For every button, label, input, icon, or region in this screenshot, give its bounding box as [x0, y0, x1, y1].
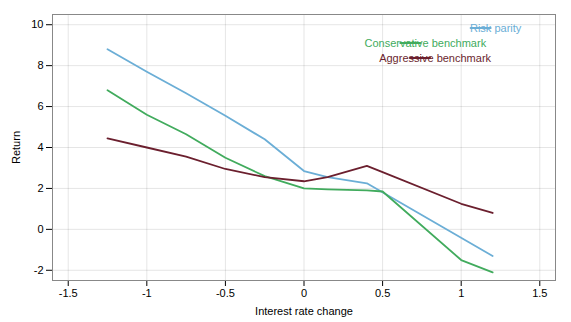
svg-text:1: 1: [458, 287, 464, 299]
svg-text:10: 10: [31, 18, 43, 30]
svg-text:-1.5: -1.5: [59, 287, 78, 299]
svg-text:8: 8: [37, 59, 43, 71]
svg-text:0: 0: [37, 223, 43, 235]
svg-text:0.5: 0.5: [375, 287, 390, 299]
svg-text:Risk parity: Risk parity: [470, 22, 522, 34]
svg-text:2: 2: [37, 182, 43, 194]
svg-text:-2: -2: [34, 264, 44, 276]
svg-text:Return: Return: [10, 131, 22, 164]
svg-text:Aggressive benchmark: Aggressive benchmark: [379, 52, 491, 64]
svg-text:6: 6: [37, 100, 43, 112]
svg-text:Interest rate change: Interest rate change: [255, 305, 353, 317]
svg-text:-1: -1: [142, 287, 152, 299]
svg-text:4: 4: [37, 141, 43, 153]
svg-text:0: 0: [301, 287, 307, 299]
svg-text:Conservative benchmark: Conservative benchmark: [364, 37, 486, 49]
svg-text:-0.5: -0.5: [216, 287, 235, 299]
svg-text:1.5: 1.5: [532, 287, 547, 299]
